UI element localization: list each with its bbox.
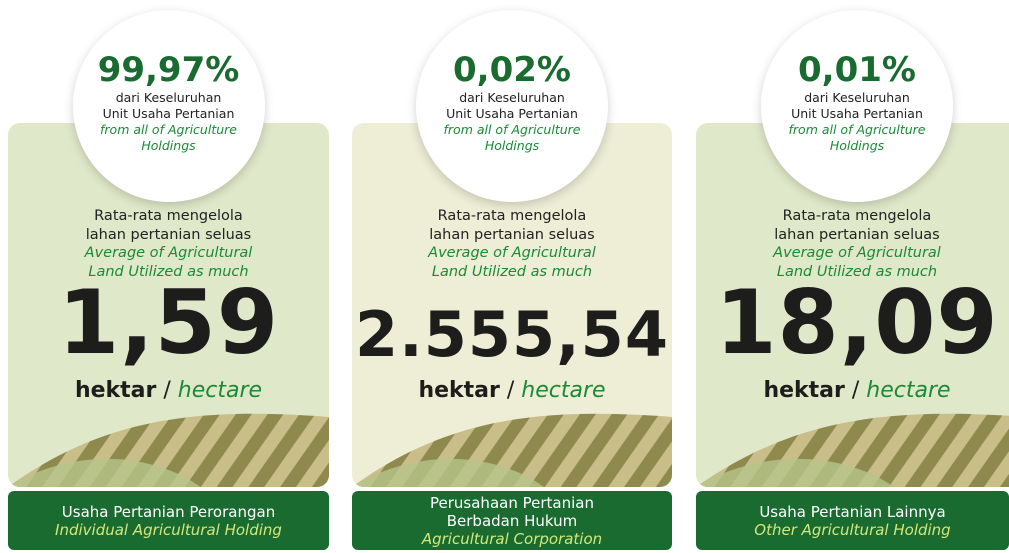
average-line-en: Average of Agricultural xyxy=(773,245,941,261)
percent-circle: 99,97% dari Keseluruhan Unit Usaha Pertani… xyxy=(72,10,265,202)
unit-id: hektar xyxy=(74,378,157,403)
percent: 0,02% xyxy=(453,50,571,90)
percent: 0,01% xyxy=(798,50,916,90)
desc-line: Unit Usaha Pertanian xyxy=(791,106,923,121)
footer-line: Usaha Pertanian Lainnya xyxy=(759,502,946,521)
footer-label: Usaha Pertanian Perorangan Individual Agr… xyxy=(8,491,329,550)
desc-line-en: from all of Agriculture xyxy=(443,122,581,137)
unit-en: hectare xyxy=(177,378,263,403)
desc-line: Unit Usaha Pertanian xyxy=(102,106,235,121)
footer-label: Usaha Pertanian Lainnya Other Agricultura… xyxy=(696,491,1009,550)
percent-circle: 0,02% dari Keseluruhan Unit Usaha Pertania… xyxy=(416,10,608,202)
average-line-en: Land Utilized as much xyxy=(88,263,249,280)
value: 18,09 xyxy=(715,271,999,375)
unit: hektar / hectare xyxy=(696,378,1009,403)
average-line: lahan pertanian seluas xyxy=(774,226,940,243)
average-text: Rata-rata mengelola lahan pertanian selua… xyxy=(352,207,672,281)
desc-line-en: Holdings xyxy=(484,138,540,153)
footer-line: Berbadan Hukum xyxy=(446,511,578,530)
desc-line: dari Keseluruhan xyxy=(115,90,222,105)
unit-id: hektar xyxy=(418,378,500,403)
average-line: lahan pertanian seluas xyxy=(429,226,595,243)
footer-label: Perusahaan Pertanian Berbadan Hukum Agricu… xyxy=(352,491,672,550)
hills xyxy=(8,413,329,487)
value: 1,59 xyxy=(57,271,280,375)
unit: hektar / hectare xyxy=(8,378,329,403)
footer-line-en: Other Agricultural Holding xyxy=(754,520,951,539)
hills xyxy=(696,413,1009,487)
percent: 99,97% xyxy=(97,50,240,90)
footer-line-en: Individual Agricultural Holding xyxy=(55,520,282,539)
average-text: Rata-rata mengelola lahan pertanian selua… xyxy=(696,207,1009,281)
average-line-en: Land Utilized as much xyxy=(431,263,593,280)
unit-en: hectare xyxy=(866,378,951,403)
desc-line: dari Keseluruhan xyxy=(804,90,910,105)
hills xyxy=(352,413,672,487)
average-line: lahan pertanian seluas xyxy=(85,226,252,243)
footer-line-en: Agricultural Corporation xyxy=(421,529,603,548)
value: 2.555,54 xyxy=(355,298,669,371)
separator: / xyxy=(163,378,171,403)
average-line: Rata-rata mengelola xyxy=(782,208,932,224)
footer-line: Usaha Pertanian Perorangan xyxy=(61,502,276,521)
average-line-en: Land Utilized as much xyxy=(776,263,938,280)
footer-line: Perusahaan Pertanian xyxy=(430,493,594,512)
desc-line-en: from all of Agriculture xyxy=(788,122,926,137)
unit-id: hektar xyxy=(763,378,845,403)
unit-en: hectare xyxy=(521,378,606,403)
average-text: Rata-rata mengelola lahan pertanian selua… xyxy=(8,207,329,281)
desc-line: dari Keseluruhan xyxy=(459,90,565,105)
separator: / xyxy=(506,378,515,403)
percent-circle: 0,01% dari Keseluruhan Unit Usaha Pertania… xyxy=(761,10,953,202)
desc-line: Unit Usaha Pertanian xyxy=(446,106,578,121)
unit: hektar / hectare xyxy=(352,378,672,403)
desc-line-en: Holdings xyxy=(141,138,196,153)
separator: / xyxy=(851,378,860,403)
average-line-en: Average of Agricultural xyxy=(84,245,253,261)
average-line-en: Average of Agricultural xyxy=(428,245,596,261)
average-line: Rata-rata mengelola xyxy=(437,208,587,224)
desc-line-en: from all of Agriculture xyxy=(100,122,237,137)
average-line: Rata-rata mengelola xyxy=(94,208,243,224)
desc-line-en: Holdings xyxy=(829,138,885,153)
